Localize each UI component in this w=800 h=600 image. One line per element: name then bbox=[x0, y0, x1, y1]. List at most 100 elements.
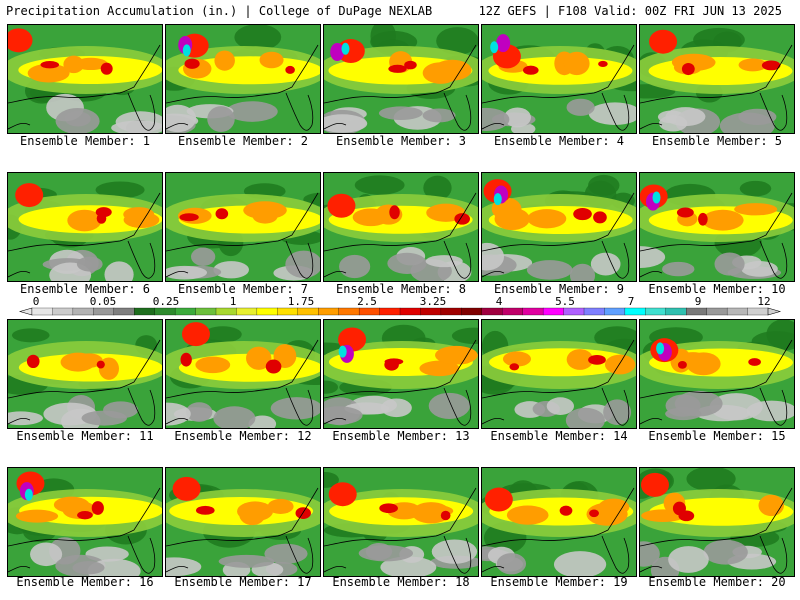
colorbar-tick-label: 0 bbox=[33, 296, 40, 308]
colorbar-segment bbox=[645, 307, 667, 316]
colorbar-tick-label: 4 bbox=[496, 296, 503, 308]
colorbar-tick-label: 7 bbox=[628, 296, 635, 308]
colorbar-segment bbox=[256, 307, 278, 316]
run-info: 12Z GEFS | F108 Valid: 00Z FRI JUN 13 20… bbox=[478, 4, 782, 18]
colorbar-tick-label: 1.75 bbox=[288, 296, 315, 308]
colorbar-tick-label: 3.25 bbox=[420, 296, 447, 308]
ensemble-member-panel bbox=[165, 467, 321, 577]
map-title: Precipitation Accumulation (in.) | Colle… bbox=[6, 4, 433, 18]
ensemble-member-panel bbox=[639, 24, 795, 134]
colorbar-segment bbox=[583, 307, 605, 316]
colorbar-segment bbox=[338, 307, 360, 316]
precipitation-map bbox=[640, 320, 794, 428]
colorbar-segment bbox=[481, 307, 503, 316]
ensemble-member-panel bbox=[481, 467, 637, 577]
colorbar-segment bbox=[726, 307, 749, 316]
ensemble-member-panel bbox=[323, 319, 479, 429]
ensemble-member-panel bbox=[7, 172, 163, 282]
colorbar-segment bbox=[440, 307, 462, 316]
precipitation-map bbox=[640, 173, 794, 281]
ensemble-member-panel bbox=[165, 24, 321, 134]
ensemble-member-label: Ensemble Member: 11 bbox=[16, 429, 154, 443]
colorbar-tick-label: 0.25 bbox=[153, 296, 180, 308]
precipitation-map bbox=[482, 173, 636, 281]
ensemble-member-panel bbox=[639, 319, 795, 429]
precipitation-map bbox=[482, 320, 636, 428]
ensemble-member-label: Ensemble Member: 4 bbox=[493, 134, 625, 148]
colorbar-segment bbox=[93, 307, 115, 316]
ensemble-member-panel bbox=[7, 467, 163, 577]
precipitation-map bbox=[166, 320, 320, 428]
colorbar-segment bbox=[747, 307, 769, 316]
ensemble-member-label: Ensemble Member: 16 bbox=[16, 575, 154, 589]
ensemble-member-label: Ensemble Member: 14 bbox=[490, 429, 628, 443]
colorbar-tick-label: 1 bbox=[230, 296, 237, 308]
colorbar-segment bbox=[195, 307, 217, 316]
colorbar-segment bbox=[318, 307, 340, 316]
ensemble-member-label: Ensemble Member: 8 bbox=[335, 282, 467, 296]
ensemble-member-panel bbox=[639, 172, 795, 282]
colorbar-tick-label: 0.05 bbox=[90, 296, 117, 308]
colorbar-segment bbox=[113, 307, 135, 316]
ensemble-member-label: Ensemble Member: 3 bbox=[335, 134, 467, 148]
ensemble-member-panel bbox=[639, 467, 795, 577]
colorbar-segment bbox=[154, 307, 176, 316]
colorbar-segment bbox=[420, 307, 442, 316]
precipitation-map bbox=[324, 468, 478, 576]
colorbar-segment bbox=[236, 307, 258, 316]
colorbar-segment bbox=[72, 307, 94, 316]
colorbar-segment bbox=[31, 307, 53, 316]
ensemble-member-label: Ensemble Member: 6 bbox=[19, 282, 151, 296]
precipitation-map bbox=[482, 468, 636, 576]
ensemble-member-label: Ensemble Member: 12 bbox=[174, 429, 312, 443]
ensemble-member-label: Ensemble Member: 2 bbox=[177, 134, 309, 148]
colorbar-segment bbox=[563, 307, 585, 316]
ensemble-member-panel bbox=[481, 24, 637, 134]
colorbar-segment bbox=[174, 307, 197, 316]
precipitation-map bbox=[8, 468, 162, 576]
precipitation-map bbox=[324, 320, 478, 428]
colorbar-segment bbox=[522, 307, 544, 316]
ensemble-member-label: Ensemble Member: 9 bbox=[493, 282, 625, 296]
colorbar-segment bbox=[358, 307, 381, 316]
precipitation-map bbox=[324, 173, 478, 281]
precipitation-map bbox=[640, 468, 794, 576]
colorbar-tick-label: 2.5 bbox=[357, 296, 377, 308]
colorbar-tick-label: 12 bbox=[757, 296, 770, 308]
ensemble-member-panel bbox=[481, 319, 637, 429]
ensemble-member-label: Ensemble Member: 19 bbox=[490, 575, 628, 589]
ensemble-member-panel bbox=[165, 319, 321, 429]
ensemble-member-label: Ensemble Member: 7 bbox=[177, 282, 309, 296]
ensemble-member-label: Ensemble Member: 5 bbox=[651, 134, 783, 148]
precipitation-map bbox=[8, 173, 162, 281]
colorbar-segment bbox=[502, 307, 524, 316]
colorbar-tick-label: 9 bbox=[695, 296, 702, 308]
colorbar-segment bbox=[542, 307, 565, 316]
ensemble-member-label: Ensemble Member: 1 bbox=[19, 134, 151, 148]
colorbar-segment bbox=[215, 307, 237, 316]
precipitation-map bbox=[166, 173, 320, 281]
colorbar-segment bbox=[297, 307, 319, 316]
ensemble-member-panel bbox=[323, 172, 479, 282]
colorbar-max-arrow bbox=[767, 307, 782, 316]
precipitation-map bbox=[166, 25, 320, 133]
colorbar-segment bbox=[277, 307, 299, 316]
ensemble-member-panel bbox=[323, 467, 479, 577]
precipitation-map bbox=[324, 25, 478, 133]
ensemble-member-label: Ensemble Member: 20 bbox=[648, 575, 786, 589]
precipitation-map bbox=[640, 25, 794, 133]
ensemble-member-label: Ensemble Member: 10 bbox=[648, 282, 786, 296]
ensemble-member-panel bbox=[7, 24, 163, 134]
precipitation-colorbar: 0 0.05 0.25 1 1.75 2.5 3.25 4 5.5 7 9 12 bbox=[18, 296, 782, 316]
ensemble-member-panel bbox=[323, 24, 479, 134]
ensemble-member-label: Ensemble Member: 18 bbox=[332, 575, 470, 589]
ensemble-member-label: Ensemble Member: 15 bbox=[648, 429, 786, 443]
colorbar-segment bbox=[686, 307, 708, 316]
ensemble-member-panel bbox=[7, 319, 163, 429]
colorbar-segment bbox=[52, 307, 74, 316]
colorbar-segment bbox=[134, 307, 156, 316]
colorbar-min-arrow bbox=[18, 307, 33, 316]
colorbar-segment bbox=[706, 307, 728, 316]
ensemble-member-label: Ensemble Member: 17 bbox=[174, 575, 312, 589]
colorbar-segment bbox=[461, 307, 483, 316]
